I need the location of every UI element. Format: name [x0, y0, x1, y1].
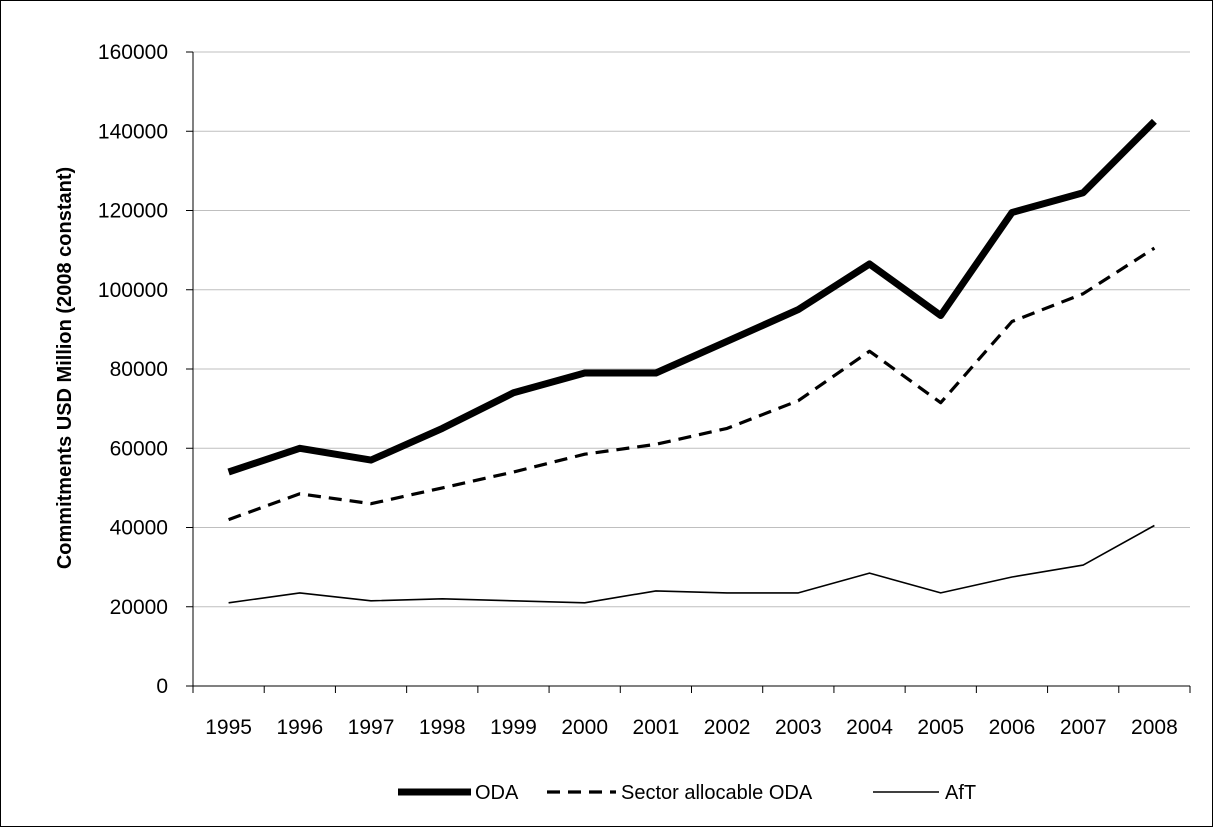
x-tick-label: 1998: [419, 716, 466, 739]
x-tick-label: 2000: [561, 716, 608, 739]
x-tick-label: 2008: [1131, 716, 1178, 739]
y-axis-title: Commitments USD Million (2008 constant): [54, 167, 76, 569]
x-tick-label: 2002: [704, 716, 751, 739]
series-lines: [227, 118, 1157, 604]
y-tick-label: 120000: [98, 200, 168, 223]
y-tick-label: 40000: [110, 517, 168, 540]
legend-label: Sector allocable ODA: [621, 782, 813, 804]
x-tick-label: 1997: [348, 716, 395, 739]
y-tick-label: 20000: [110, 596, 168, 619]
y-tick-label: 0: [156, 675, 168, 698]
series-line-0: [227, 118, 1157, 476]
axes: [186, 51, 1191, 693]
y-tick-label: 140000: [98, 120, 168, 143]
y-tick-label: 60000: [110, 437, 168, 460]
x-tick-label: 2004: [846, 716, 893, 739]
legend: ODA Sector allocable ODA AfT: [398, 782, 976, 804]
y-tick-label: 80000: [110, 358, 168, 381]
x-tick-label: 2005: [917, 716, 964, 739]
x-tick-label: 2006: [989, 716, 1036, 739]
tick-labels: 0 20000 40000 60000 80000 100000 120000 140000 1…: [98, 41, 1178, 739]
x-tick-label: 2003: [775, 716, 822, 739]
gridlines: [193, 51, 1190, 608]
x-tick-label: 1999: [490, 716, 537, 739]
series-line-1: [228, 246, 1156, 522]
y-tick-label: 100000: [98, 279, 168, 302]
x-tick-label: 1995: [205, 716, 252, 739]
legend-label: ODA: [475, 782, 519, 804]
x-tick-label: 2001: [633, 716, 680, 739]
series-line-2: [228, 524, 1155, 604]
x-tick-label: 2007: [1060, 716, 1107, 739]
legend-label: AfT: [945, 782, 976, 804]
x-tick-label: 1996: [276, 716, 323, 739]
y-tick-label: 160000: [98, 41, 168, 64]
